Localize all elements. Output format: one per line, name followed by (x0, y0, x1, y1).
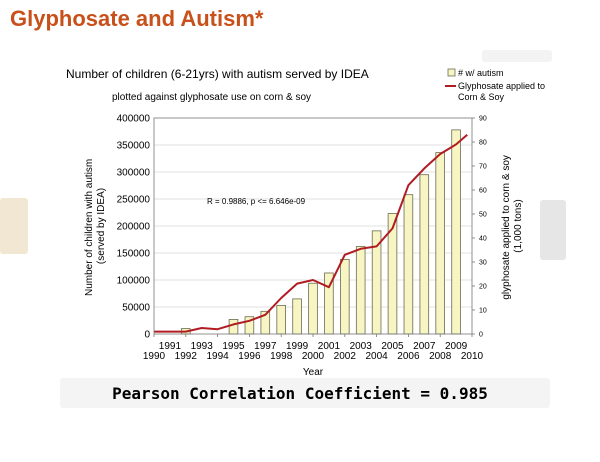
y2-axis-label: glyphosate applied to corn & soy (1,000 … (501, 152, 524, 299)
x-tick-label: 2008 (429, 351, 452, 362)
x-tick-label: 1995 (222, 341, 245, 352)
bar (292, 298, 302, 335)
bar (403, 194, 414, 335)
y2-tick-label: 30 (479, 260, 487, 267)
y-tick-label: 200000 (117, 222, 151, 233)
legend-bar-swatch (447, 68, 456, 77)
bar (435, 152, 445, 335)
chart-subtitle: plotted against glyphosate use on corn &… (112, 92, 311, 103)
background-decoration (0, 198, 28, 254)
x-tick-label: 1996 (238, 351, 261, 362)
legend: # w/ autism Glyphosate applied to Corn &… (445, 68, 548, 102)
legend-line-label-part: Glyphosate applied to (458, 81, 545, 91)
bar (419, 174, 430, 335)
y-tick-label: 400000 (117, 114, 151, 125)
y-tick-label: 100000 (117, 276, 151, 287)
y-tick-label: 0 (144, 330, 150, 341)
y2-tick-label: 10 (479, 308, 487, 315)
y2-tick-label: 50 (479, 212, 487, 219)
y-tick-label: 350000 (117, 141, 151, 152)
x-axis-label: Year (303, 367, 324, 378)
y2-tick-label: 20 (479, 284, 487, 291)
legend-line-label-part: Corn & Soy (458, 92, 505, 102)
y2-tick-label: 40 (479, 236, 487, 243)
y2-tick-label: 80 (479, 140, 487, 147)
y2-axis-label-line: glyphosate applied to corn & soy (501, 155, 512, 300)
y-tick-label: 300000 (117, 168, 151, 179)
x-tick-label: 1994 (206, 351, 229, 362)
x-tick-label: 2000 (302, 351, 325, 362)
x-tick-label: 2007 (413, 341, 436, 352)
correlation-annotation: R = 0.9886, p <= 6.646e-09 (207, 197, 306, 206)
background-decoration (482, 50, 552, 62)
background-decoration (60, 378, 550, 408)
bar (355, 246, 366, 335)
chart-title: Number of children (6-21yrs) with autism… (66, 67, 369, 81)
y2-tick-label: 0 (479, 332, 483, 339)
y-axis-label: Number of children with autism (served b… (84, 156, 107, 296)
background-decoration (540, 200, 566, 260)
x-tick-label: 2005 (381, 341, 404, 352)
legend-bar-label: # w/ autism (458, 68, 504, 78)
slide-title: Glyphosate and Autism* (10, 6, 264, 31)
bar (451, 129, 461, 335)
legend-line-label: Glyphosate applied to Corn & Soy (458, 81, 548, 102)
bar (308, 282, 318, 335)
bar (340, 259, 350, 335)
x-tick-label: 1997 (254, 341, 277, 352)
y-tick-label: 150000 (117, 249, 151, 260)
x-tick-label: 2010 (461, 351, 484, 362)
x-tick-label: 2003 (350, 341, 373, 352)
x-tick-label: 1999 (286, 341, 309, 352)
x-tick-label: 1992 (175, 351, 198, 362)
y-tick-label: 50000 (122, 303, 150, 314)
bar (228, 319, 239, 335)
y-axis-label-line: (served by IDEA) (96, 188, 107, 264)
x-tick-label: 1993 (191, 341, 214, 352)
y2-axis-label-line: (1,000 tons) (513, 199, 524, 252)
x-tick-label: 1990 (143, 351, 166, 362)
x-tick-label: 2009 (445, 341, 468, 352)
x-tick-label: 2002 (334, 351, 357, 362)
y2-tick-label: 90 (479, 116, 487, 123)
y2-tick-label: 70 (479, 164, 487, 171)
x-tick-label: 2004 (365, 351, 388, 362)
correlation-footer: Pearson Correlation Coefficient = 0.985 (112, 384, 488, 403)
x-tick-label: 2001 (318, 341, 341, 352)
y2-tick-label: 60 (479, 188, 487, 195)
bar (276, 304, 286, 335)
x-tick-label: 1991 (159, 341, 182, 352)
y-axis-label-line: Number of children with autism (84, 159, 95, 296)
x-tick-label: 1998 (270, 351, 293, 362)
x-tick-label: 2006 (397, 351, 420, 362)
glyphosate-line (154, 134, 468, 333)
y-tick-label: 250000 (117, 195, 151, 206)
